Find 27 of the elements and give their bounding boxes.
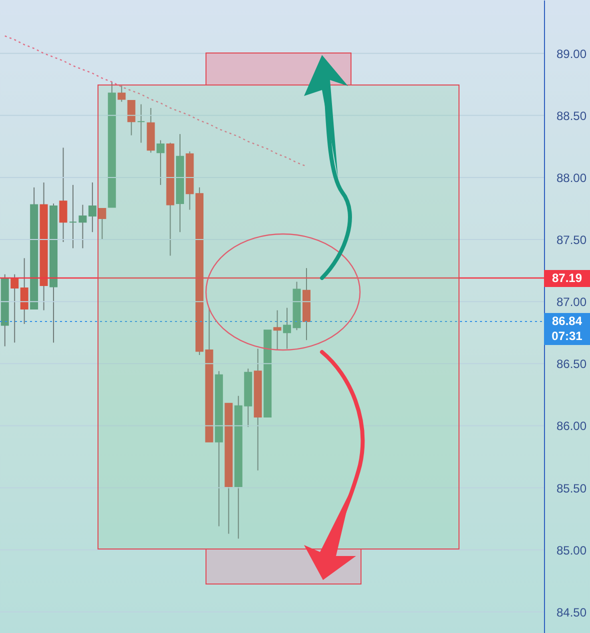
y-tick-label: 89.00 <box>556 46 587 61</box>
y-tick-label: 88.00 <box>556 170 587 185</box>
y-tick-label: 86.00 <box>556 419 587 434</box>
y-tick-label: 88.50 <box>556 108 587 123</box>
candlestick <box>10 274 19 344</box>
candlestick <box>156 140 165 186</box>
candlestick <box>118 85 126 102</box>
candlestick <box>59 147 68 243</box>
candlestick <box>273 310 282 351</box>
y-tick-label: 85.50 <box>556 481 587 496</box>
y-tick-label: 87.50 <box>556 233 587 248</box>
y-tick-label: 86.50 <box>556 357 587 372</box>
ref-line-label: 86.84 <box>550 314 584 329</box>
y-tick-label: 85.00 <box>556 543 587 558</box>
candlestick <box>20 258 28 324</box>
y-tick-label: 84.50 <box>556 605 587 620</box>
candlestick <box>127 100 136 136</box>
line-series <box>4 35 308 167</box>
y-tick-label: 87.00 <box>556 295 587 310</box>
candlestick <box>283 307 292 350</box>
ref-line-label: 87.19 <box>544 270 590 286</box>
candlestick <box>98 208 106 240</box>
candlestick <box>88 182 96 233</box>
text: 07:31 <box>550 328 584 344</box>
candlestick <box>137 104 146 144</box>
candlestick <box>78 204 87 249</box>
candlestick <box>68 184 77 249</box>
